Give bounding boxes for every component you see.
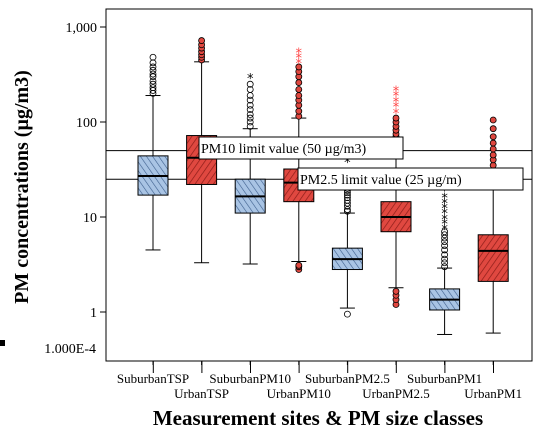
outlier-point xyxy=(441,259,449,267)
outlier-point xyxy=(149,53,157,61)
extreme-point: * xyxy=(247,72,254,87)
y-tick-label: 1,000 xyxy=(66,21,98,36)
y-tick-label: 10 xyxy=(83,211,97,226)
outlier-point xyxy=(489,139,497,147)
outlier-point xyxy=(343,310,351,318)
extreme-point: * xyxy=(344,156,351,171)
outlier-point xyxy=(149,63,157,71)
outlier-point xyxy=(441,251,449,259)
x-category-label: UrbanPM1 xyxy=(464,386,522,401)
x-category-label: SuburbanPM1 xyxy=(407,371,482,386)
box-SuburbanPM2.5: ** xyxy=(331,148,363,318)
outlier-point xyxy=(343,199,351,207)
outlier-point xyxy=(246,80,254,88)
outlier-point xyxy=(295,63,303,71)
outlier-point xyxy=(246,96,254,104)
outlier-point xyxy=(343,207,351,215)
outlier-point xyxy=(246,106,254,114)
reference-label: PM2.5 limit value (25 µg/m) xyxy=(300,173,462,188)
x-category-label: UrbanTSP xyxy=(174,386,229,401)
outlier-point xyxy=(149,84,157,92)
outlier-point xyxy=(343,196,351,204)
extreme-point: * xyxy=(441,202,448,217)
extreme-point: * xyxy=(296,46,303,61)
outlier-point xyxy=(441,263,449,271)
outlier-point xyxy=(149,70,157,78)
reference-label-box xyxy=(297,167,524,191)
extreme-point: * xyxy=(296,57,303,72)
y-floor-label: 1.000E-4 xyxy=(44,342,96,357)
outlier-point xyxy=(489,161,497,169)
x-category-label: UrbanPM10 xyxy=(267,386,331,401)
outlier-point xyxy=(149,77,157,85)
box-SuburbanPM1: ******** xyxy=(429,185,461,335)
extreme-point: * xyxy=(441,223,448,238)
outlier-point xyxy=(489,125,497,133)
outlier-point xyxy=(441,231,449,239)
reference-label-box xyxy=(198,136,404,160)
extreme-point: * xyxy=(393,95,400,110)
outlier-point xyxy=(198,37,206,44)
extreme-point: * xyxy=(296,51,303,66)
outlier-point xyxy=(441,228,449,236)
extreme-point: * xyxy=(393,101,400,116)
x-axis: SuburbanTSPUrbanTSPSuburbanPM10UrbanPM10… xyxy=(117,361,522,401)
outlier-point xyxy=(441,255,449,263)
extreme-point: * xyxy=(441,185,448,200)
plot-frame xyxy=(105,8,533,362)
reference-annotations: PM10 limit value (50 µg/m3) PM2.5 limit v… xyxy=(198,136,524,191)
outlier-point xyxy=(149,66,157,74)
extreme-point: * xyxy=(393,107,400,122)
outlier-point xyxy=(246,86,254,93)
outlier-point xyxy=(246,101,254,109)
x-category-label: SuburbanPM2.5 xyxy=(305,371,390,386)
box-UrbanPM1 xyxy=(477,116,509,334)
box-SuburbanTSP xyxy=(137,53,169,251)
extreme-point: * xyxy=(441,197,448,212)
outlier-point xyxy=(246,114,254,122)
outlier-point xyxy=(343,194,351,202)
outlier-point xyxy=(246,92,254,99)
y-axis: 1,000 100 10 1 1.000E-4 xyxy=(0,21,106,357)
box-body xyxy=(477,234,509,282)
x-category-label: SuburbanPM10 xyxy=(209,371,291,386)
outlier-point xyxy=(392,114,400,122)
outlier-point xyxy=(149,80,157,88)
x-category-label: UrbanPM2.5 xyxy=(362,386,430,401)
outlier-point xyxy=(295,261,303,269)
outlier-point xyxy=(295,107,303,115)
outlier-point xyxy=(149,59,157,67)
x-axis-title: Measurement sites & PM size classes xyxy=(153,406,483,430)
outlier-point xyxy=(246,111,254,118)
extreme-point: * xyxy=(441,213,448,228)
outlier-point xyxy=(295,79,303,86)
outlier-point xyxy=(489,133,497,141)
outlier-point xyxy=(489,116,497,124)
box-UrbanPM2.5: ***** xyxy=(380,84,412,308)
extreme-point: * xyxy=(441,218,448,233)
outlier-point xyxy=(489,145,497,153)
outlier-point xyxy=(441,238,449,246)
outlier-point xyxy=(441,242,449,249)
box-SuburbanPM10: * xyxy=(234,72,266,265)
extreme-point: * xyxy=(441,192,448,207)
extreme-point: * xyxy=(393,90,400,105)
outlier-point xyxy=(295,86,303,93)
y-tick-label: 100 xyxy=(76,116,97,131)
y-floor-marker xyxy=(0,340,5,346)
extreme-point: * xyxy=(393,84,400,99)
outlier-point xyxy=(246,122,254,130)
reference-label: PM10 limit value (50 µg/m3) xyxy=(201,142,367,157)
y-tick-label: 1 xyxy=(90,306,97,321)
outlier-point xyxy=(295,92,303,99)
outlier-point xyxy=(489,151,497,159)
extreme-point: * xyxy=(441,207,448,222)
outlier-point xyxy=(246,118,254,126)
outlier-point xyxy=(441,246,449,254)
x-category-label: SuburbanTSP xyxy=(117,371,189,386)
outlier-point xyxy=(343,191,351,199)
outlier-point xyxy=(392,287,400,295)
y-axis-title: PM concentrations (µg/m3) xyxy=(11,70,33,304)
